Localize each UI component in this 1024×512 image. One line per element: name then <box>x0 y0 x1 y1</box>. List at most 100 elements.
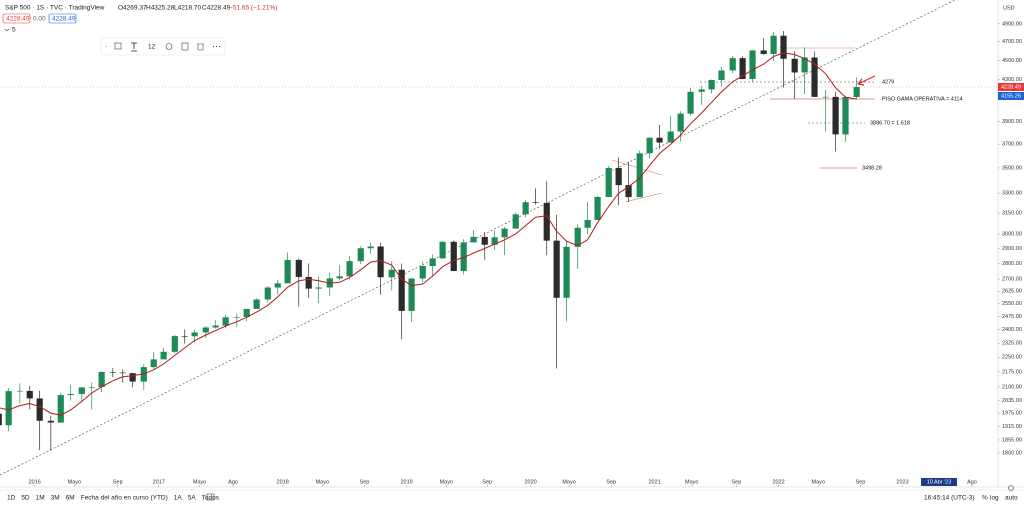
range-button[interactable]: 3M <box>51 495 60 502</box>
settings-icon[interactable] <box>165 43 173 50</box>
candle-body <box>667 131 674 143</box>
candle-body <box>594 196 601 220</box>
x-tick-label: Mayo <box>562 479 575 485</box>
candle-body <box>202 327 209 333</box>
candle-body <box>439 241 446 259</box>
y-tick-label: 1915.00 <box>1002 424 1022 430</box>
y-tick-label: 3000.00 <box>1002 231 1022 237</box>
channel-line <box>624 192 663 203</box>
log-toggle[interactable]: log <box>990 495 999 502</box>
range-button[interactable]: Todos <box>202 495 220 502</box>
percent-toggle[interactable]: % <box>982 495 988 502</box>
candle-body <box>739 58 746 79</box>
candle-body <box>315 287 322 289</box>
range-button[interactable]: 5D <box>21 495 30 502</box>
candle-body <box>109 371 116 373</box>
lock-icon[interactable] <box>181 42 189 51</box>
date-range-icon[interactable] <box>206 493 215 501</box>
candle-body <box>78 387 85 395</box>
arrow <box>857 75 876 86</box>
collapse-icon[interactable] <box>4 28 10 32</box>
y-tick-label: 1800.00 <box>1002 450 1022 456</box>
last-price-tag <box>998 83 1024 91</box>
x-tick-label: Sep <box>732 479 742 485</box>
candle-body <box>388 269 395 278</box>
x-tick-label: 2019 <box>401 479 413 485</box>
x-tick-label: Ago <box>967 479 977 485</box>
x-tick-label: Mayo <box>193 479 206 485</box>
x-tick-label: Mayo <box>440 479 453 485</box>
ohlc-open: O4269.37 <box>118 5 147 12</box>
ask-box[interactable] <box>48 13 77 24</box>
x-tick-label: Sep <box>606 479 616 485</box>
moving-average <box>0 52 857 416</box>
grip[interactable] <box>105 45 107 48</box>
range-button[interactable]: 6M <box>66 495 75 502</box>
delete-icon[interactable] <box>197 43 204 51</box>
candle-body <box>253 299 260 309</box>
candle-body <box>553 240 560 298</box>
candle-body <box>832 96 839 135</box>
x-tick-label: 2016 <box>29 479 41 485</box>
y-tick-label: 2100.00 <box>1002 384 1022 390</box>
y-tick-label: 4700.00 <box>1002 39 1022 45</box>
symbol: S&P 500 · 1S · TVC · TradingView <box>5 5 105 12</box>
range-button[interactable]: 1A <box>174 495 183 502</box>
candle-body <box>512 214 519 229</box>
candle-body <box>708 79 715 90</box>
ma-price: 4155.26 <box>1001 93 1021 99</box>
candle-body <box>522 202 529 215</box>
candle-body <box>646 137 653 154</box>
candle-body <box>119 372 126 374</box>
template-icon[interactable] <box>114 42 122 50</box>
bid: 4228.49 <box>6 16 30 23</box>
ohlc-low: L4218.70 <box>174 5 201 12</box>
y-tick-label: 2035.00 <box>1002 398 1022 404</box>
range-button[interactable]: Fecha del año en curso (YTD) <box>81 495 168 502</box>
auto-toggle[interactable]: auto <box>1005 495 1018 502</box>
indicator-count[interactable]: 5 <box>12 27 16 34</box>
range-button[interactable]: 1M <box>36 495 45 502</box>
y-tick-label: 3150.00 <box>1002 211 1022 217</box>
line-width[interactable]: 12 <box>148 44 156 51</box>
settings-icon[interactable] <box>1008 485 1014 491</box>
candle-body <box>429 258 436 267</box>
candle-body <box>770 35 777 54</box>
range-button[interactable]: 1D <box>7 495 16 502</box>
y-tick-label: 4900.00 <box>1002 21 1022 27</box>
y-tick-label: 2800.00 <box>1002 261 1022 267</box>
y-tick-label: 4300.00 <box>1002 77 1022 83</box>
candle-body <box>563 246 570 298</box>
range-button[interactable]: 5A <box>188 495 197 502</box>
y-tick-label: 2325.00 <box>1002 341 1022 347</box>
candle-body <box>222 317 229 326</box>
candle-body <box>284 259 291 284</box>
candle-body <box>801 57 808 73</box>
candle-body <box>129 373 136 382</box>
candle-body <box>140 367 147 382</box>
x-tick-label: 2017 <box>153 479 165 485</box>
bid-box[interactable] <box>2 13 31 24</box>
x-tick-label: Mayo <box>68 479 81 485</box>
candle-body <box>305 276 312 289</box>
y-tick-label: 3900.00 <box>1002 119 1022 125</box>
candle-body <box>501 228 508 238</box>
annotation: PISO GAMA OPERATIVA = 4114 <box>882 96 963 102</box>
candle-body <box>357 248 364 262</box>
candle-body <box>346 261 353 277</box>
candle-body <box>419 266 426 279</box>
candle-body <box>377 246 384 278</box>
candle-body <box>605 167 612 197</box>
candle-body <box>16 390 23 392</box>
ohlc-change: −51.65 (−1.21%) <box>229 5 277 12</box>
text-icon[interactable] <box>131 42 137 52</box>
x-tick-label: Sep <box>855 479 865 485</box>
x-tick-label: 2021 <box>648 479 660 485</box>
candle-body <box>780 35 787 59</box>
candle-body <box>295 259 302 277</box>
spread: 0.00 <box>33 16 46 23</box>
candle-body <box>729 58 736 71</box>
x-tick-label: 2023 <box>896 479 908 485</box>
annotation: 4279 <box>882 79 894 85</box>
